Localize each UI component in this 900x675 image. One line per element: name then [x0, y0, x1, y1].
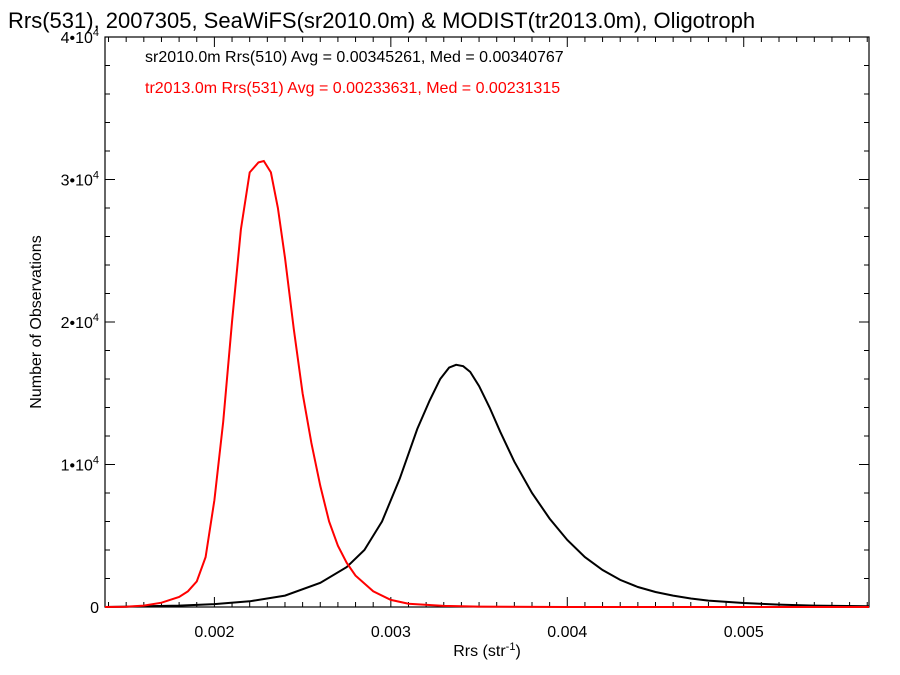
y-tick-label: 3•104: [61, 170, 99, 190]
y-tick-labels: 0 1•104 2•104 3•104 4•104: [61, 27, 100, 617]
x-tick-label: 0.004: [547, 624, 587, 641]
y-tick-label: 1•104: [61, 455, 99, 475]
chart-title: Rrs(531), 2007305, SeaWiFS(sr2010.0m) & …: [8, 8, 755, 33]
x-tick-label: 0.002: [194, 624, 234, 641]
plot-frame: [104, 36, 870, 608]
y-tick-label: 4•104: [61, 27, 99, 47]
legend-entry-tr2013: tr2013.0m Rrs(531) Avg = 0.00233631, Med…: [145, 80, 560, 97]
series-group: [104, 159, 870, 608]
series-line-tr2013: [104, 159, 869, 608]
x-tick-labels: 0.002 0.003 0.004 0.005: [194, 624, 763, 641]
axis-ticks: [105, 36, 869, 608]
x-axis-label: Rrs (str-1): [453, 641, 521, 660]
y-tick-label: 2•104: [61, 312, 99, 332]
x-tick-label: 0.005: [724, 624, 764, 641]
series-line-sr2010: [104, 363, 870, 608]
y-axis-label: Number of Observations: [28, 235, 45, 408]
x-tick-label: 0.003: [371, 624, 411, 641]
legend-entry-sr2010: sr2010.0m Rrs(510) Avg = 0.00345261, Med…: [145, 49, 564, 66]
y-tick-label: 0: [90, 600, 99, 617]
